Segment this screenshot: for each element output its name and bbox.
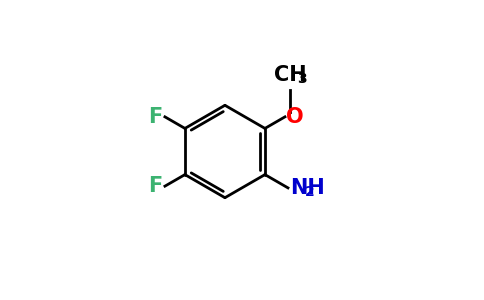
Text: O: O [286, 107, 304, 127]
Text: 2: 2 [305, 185, 315, 199]
Text: 3: 3 [298, 72, 307, 86]
Text: F: F [149, 107, 163, 127]
Text: CH: CH [274, 64, 306, 85]
Text: F: F [149, 176, 163, 196]
Text: NH: NH [290, 178, 325, 198]
